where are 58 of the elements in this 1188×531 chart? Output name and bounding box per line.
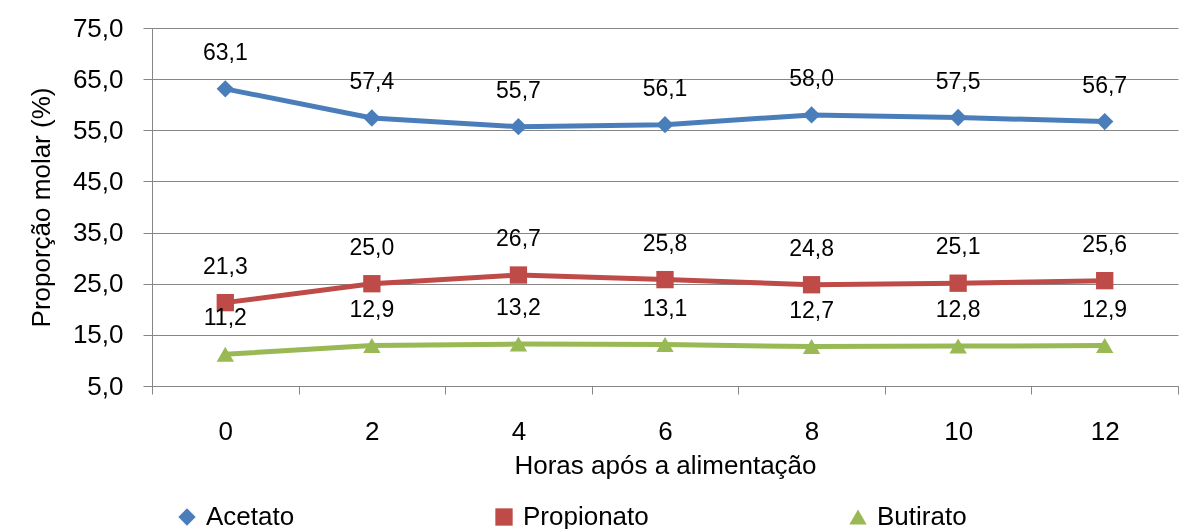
data-label: 13,2 [496,294,541,321]
point [363,275,381,293]
y-tick-label: 15,0 [72,319,124,350]
point [509,336,528,352]
point [656,270,674,289]
x-tick-label: 6 [658,415,673,446]
data-label: 57,4 [349,68,395,95]
point [216,346,234,362]
y-axis-title: Proporção molar (%) [25,87,56,328]
x-tick-label: 2 [365,415,380,446]
data-label: 56,1 [642,74,688,101]
data-label: 11,2 [203,304,247,331]
x-axis-title: Horas após a alimentação [514,449,817,480]
point [363,109,381,127]
y-tick-label: 45,0 [72,165,124,196]
y-tick-label: 75,0 [72,12,124,43]
point [1096,271,1114,290]
data-label: 55,7 [496,76,541,103]
x-tick-label: 10 [944,415,974,446]
data-label: 26,7 [496,225,541,252]
data-label: 12,7 [789,296,834,323]
data-label: 25,0 [349,233,395,260]
y-tick-label: 35,0 [72,217,124,248]
data-label: 63,1 [202,38,248,65]
point [656,337,674,353]
x-tick-label: 12 [1090,415,1120,446]
data-label: 58,0 [789,64,834,91]
point [802,339,821,355]
data-label: 21,3 [202,252,248,279]
data-label: 24,8 [789,234,834,261]
legend-label: Butirato [877,501,967,531]
point [949,338,967,354]
y-tick-label: 55,0 [72,114,124,145]
x-tick-label: 8 [804,415,820,446]
point [802,276,821,294]
data-label: 13,1 [642,294,688,321]
data-label: 57,5 [935,67,981,94]
point [949,274,967,292]
point [1096,338,1114,354]
x-tick-label: 0 [218,415,234,446]
y-tick-label: 65,0 [72,63,124,94]
data-label: 25,8 [642,229,688,256]
point [1096,112,1114,131]
data-label: 25,1 [935,233,981,260]
y-tick-label: 5,0 [87,370,124,401]
y-tick-label: 25,0 [72,268,124,299]
data-label: 12,8 [935,296,981,323]
point [216,80,234,98]
x-tick-label: 4 [511,415,527,446]
data-label: 25,6 [1082,230,1128,257]
data-label: 12,9 [1082,295,1128,322]
data-label: 12,9 [349,295,395,322]
point [949,108,967,127]
point [509,266,528,284]
point [656,116,674,134]
point [363,338,381,354]
data-label: 56,7 [1082,71,1128,98]
legend-label: Acetato [206,501,295,531]
